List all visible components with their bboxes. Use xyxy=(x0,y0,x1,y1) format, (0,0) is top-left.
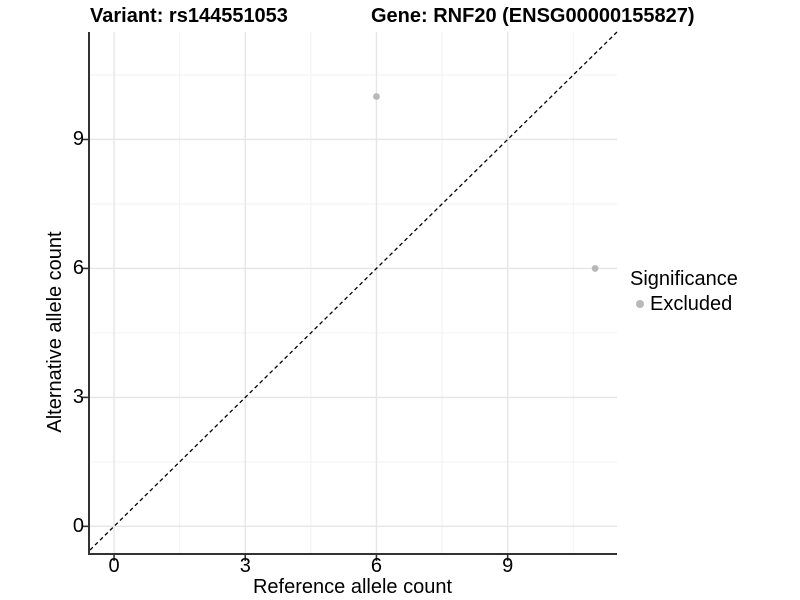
y-tick-label: 3 xyxy=(72,386,84,409)
x-axis-title: Reference allele count xyxy=(252,576,452,598)
y-tick-label: 6 xyxy=(72,257,84,280)
x-tick-label: 6 xyxy=(370,555,383,577)
data-point xyxy=(373,93,380,100)
variant-title: Variant: rs144551053 xyxy=(90,5,288,27)
identity-reference-line xyxy=(89,31,618,551)
y-tick-label: 9 xyxy=(72,128,84,151)
legend: Significance Excluded xyxy=(630,268,738,315)
legend-title: Significance xyxy=(630,268,738,290)
plot-panel xyxy=(82,31,618,561)
x-tick-label: 3 xyxy=(239,555,251,577)
legend-item-label: Excluded xyxy=(650,293,733,315)
legend-point-dot-icon xyxy=(636,300,644,308)
legend-item-excluded: Excluded xyxy=(630,293,738,315)
x-tick-label: 9 xyxy=(502,555,514,577)
gene-title: Gene: RNF20 (ENSG00000155827) xyxy=(371,5,695,27)
scatter-plot-svg xyxy=(82,31,618,561)
data-point xyxy=(591,265,599,272)
y-tick-label: 0 xyxy=(72,515,84,538)
x-tick-label: 0 xyxy=(108,555,120,577)
